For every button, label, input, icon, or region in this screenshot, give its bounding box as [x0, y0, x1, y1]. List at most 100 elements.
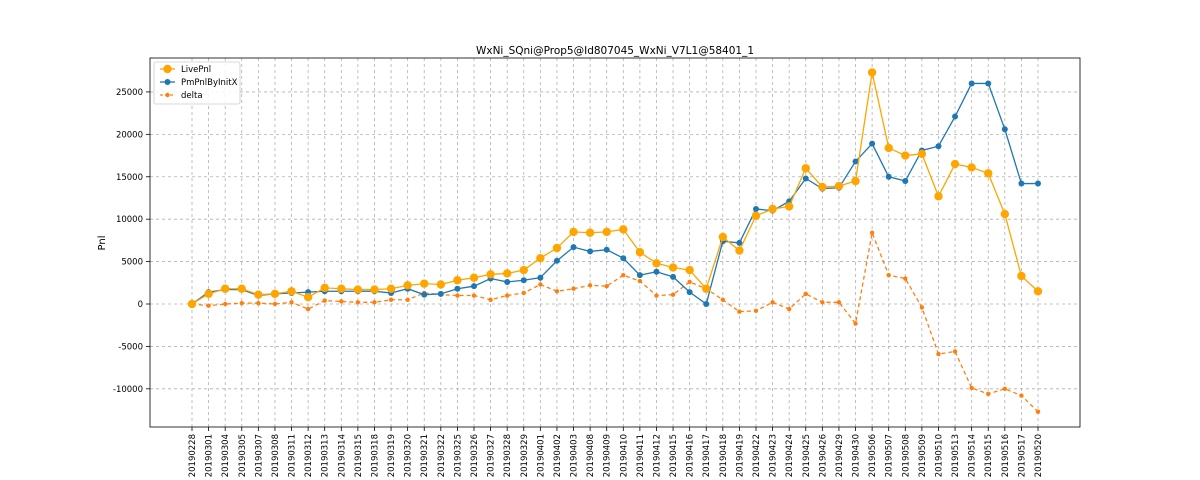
x-tick-label: 20190301: [205, 434, 215, 477]
data-point-PmPnlByInitX: [869, 140, 876, 147]
x-tick-label: 20190408: [586, 434, 596, 477]
x-tick-label: 20190402: [553, 434, 563, 477]
data-point-LivePnl: [950, 159, 960, 169]
x-tick-label: 20190314: [337, 434, 347, 477]
data-point-LivePnl: [635, 248, 645, 257]
data-point-LivePnl: [702, 284, 711, 293]
data-point-LivePnl: [619, 225, 628, 234]
series-PmPnlByInitX: [189, 80, 1041, 307]
data-point-delta: [239, 300, 244, 306]
legend-label: delta: [181, 91, 203, 101]
x-tick-label: 20190319: [387, 434, 397, 477]
data-point-LivePnl: [1000, 209, 1010, 219]
data-point-LivePnl: [784, 202, 794, 211]
x-tick-label: 20190520: [1034, 434, 1044, 477]
data-point-LivePnl: [536, 253, 545, 263]
data-point-delta: [339, 299, 344, 304]
data-point-PmPnlByInitX: [935, 143, 942, 150]
data-point-PmPnlByInitX: [686, 289, 693, 296]
data-point-LivePnl: [420, 279, 429, 288]
data-point-LivePnl: [801, 164, 810, 173]
x-tick-label: 20190423: [769, 434, 779, 477]
data-point-PmPnlByInitX: [421, 291, 428, 298]
data-point-LivePnl: [1033, 287, 1043, 296]
series-layer: [187, 68, 1043, 414]
x-tick-label: 20190416: [686, 434, 696, 477]
data-point-LivePnl: [436, 280, 446, 289]
data-point-LivePnl: [1017, 271, 1026, 281]
data-point-PmPnlByInitX: [553, 257, 560, 264]
data-point-delta: [637, 278, 643, 284]
data-point-LivePnl: [867, 68, 877, 77]
y-axis-label: Pnl: [97, 236, 108, 251]
data-point-LivePnl: [585, 228, 595, 237]
data-point-LivePnl: [204, 289, 213, 299]
data-point-PmPnlByInitX: [520, 277, 527, 284]
legend-box: [153, 61, 241, 105]
data-point-PmPnlByInitX: [968, 80, 975, 87]
y-tick-label: 15000: [116, 173, 143, 183]
data-point-LivePnl: [884, 143, 893, 153]
data-point-PmPnlByInitX: [736, 239, 743, 246]
data-point-LivePnl: [718, 232, 728, 242]
x-tick-label: 20190417: [702, 434, 712, 477]
data-point-LivePnl: [668, 263, 678, 272]
data-point-LivePnl: [834, 181, 844, 191]
data-point-LivePnl: [552, 243, 562, 253]
x-tick-label: 20190228: [188, 434, 198, 477]
data-point-LivePnl: [303, 293, 313, 302]
data-point-LivePnl: [901, 151, 910, 160]
data-point-PmPnlByInitX: [985, 80, 992, 87]
data-point-delta: [969, 385, 974, 391]
data-point-delta: [504, 293, 510, 298]
data-point-LivePnl: [469, 273, 479, 282]
data-point-delta: [621, 272, 626, 278]
x-tick-label: 20190429: [835, 434, 845, 477]
data-point-LivePnl: [386, 284, 396, 293]
data-point-LivePnl: [602, 227, 611, 237]
x-tick-label: 20190304: [221, 434, 231, 477]
legend-label: LivePnl: [181, 65, 211, 75]
data-point-LivePnl: [984, 169, 993, 178]
x-tick-label: 20190516: [1001, 434, 1011, 477]
data-point-LivePnl: [502, 269, 512, 278]
data-point-delta: [222, 301, 228, 307]
series-line-delta: [191, 230, 1039, 413]
x-tick-label: 20190517: [1017, 434, 1027, 477]
data-point-LivePnl: [220, 284, 230, 293]
data-point-LivePnl: [287, 287, 296, 296]
data-point-LivePnl: [254, 290, 263, 299]
data-point-delta: [936, 351, 941, 357]
data-point-LivePnl: [569, 227, 578, 237]
data-point-delta: [737, 309, 742, 314]
data-point-PmPnlByInitX: [587, 248, 594, 255]
x-axis-ticks: 20190228 20190301 20190304 20190305 20190307…: [188, 427, 1044, 477]
data-point-delta: [455, 293, 460, 298]
data-point-PmPnlByInitX: [902, 178, 909, 184]
data-point-LivePnl: [486, 270, 495, 279]
data-point-delta: [986, 391, 991, 397]
data-point-LivePnl: [187, 299, 197, 309]
data-point-LivePnl: [652, 259, 661, 268]
x-tick-label: 20190425: [802, 434, 812, 477]
x-tick-label: 20190322: [437, 434, 447, 477]
data-point-delta: [803, 291, 808, 297]
x-tick-label: 20190312: [304, 434, 314, 477]
y-tick-label: 5000: [121, 258, 143, 268]
data-point-PmPnlByInitX: [636, 272, 643, 279]
data-point-LivePnl: [934, 192, 943, 201]
data-point-LivePnl: [320, 283, 329, 293]
x-tick-label: 20190507: [885, 434, 895, 477]
data-point-LivePnl: [237, 284, 246, 293]
x-tick-label: 20190430: [852, 434, 862, 477]
data-point-PmPnlByInitX: [1001, 126, 1008, 133]
x-tick-label: 20190325: [453, 434, 463, 477]
y-tick-label: 25000: [116, 88, 143, 98]
data-point-PmPnlByInitX: [537, 274, 544, 281]
data-point-delta: [670, 292, 676, 297]
x-tick-label: 20190508: [901, 434, 911, 477]
x-tick-label: 20190426: [818, 434, 828, 477]
series-delta: [189, 230, 1041, 414]
y-tick-label: 10000: [116, 215, 143, 225]
data-point-LivePnl: [370, 285, 379, 294]
